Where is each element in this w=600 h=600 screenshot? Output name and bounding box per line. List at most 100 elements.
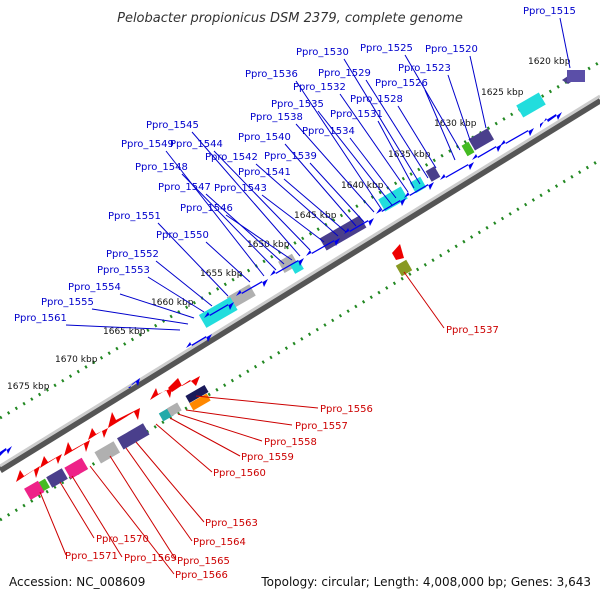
label-leader-line [349,137,397,199]
gene-label[interactable]: Ppro_1532 [293,82,346,93]
label-leader-line [261,194,325,243]
gene-label[interactable]: Ppro_1520 [425,44,478,55]
forward-gene-arrow [344,218,374,234]
label-leader-line [157,222,229,297]
gene-label[interactable]: Ppro_1541 [238,167,291,178]
gene-label[interactable]: Ppro_1523 [398,63,451,74]
gene-label[interactable]: Ppro_1554 [68,282,121,293]
gene-label[interactable]: Ppro_1564 [193,537,246,548]
gene-label[interactable]: Ppro_1553 [97,265,150,276]
forward-gene-arrow [186,334,212,348]
gene-label[interactable]: Ppro_1570 [96,534,149,545]
label-leader-line [71,475,123,558]
label-leader-line [39,491,67,556]
gene-label[interactable]: Ppro_1535 [271,99,324,110]
label-leader-line [343,58,421,185]
gene-label[interactable]: Ppro_1556 [320,404,373,415]
gene-label[interactable]: Ppro_1571 [65,551,118,562]
gene-label[interactable]: Ppro_1531 [330,109,383,120]
gene-label[interactable]: Ppro_1526 [375,78,428,89]
label-leader-lines [39,17,571,575]
label-leader-line [295,123,375,213]
gene-labels: Ppro_1515 Ppro_1520 Ppro_1523 Ppro_1525 … [14,6,576,581]
accession-text: Accession: NC_008609 [9,575,145,589]
label-leader-line [147,276,205,313]
cog-box [516,92,546,118]
kbp-label-1665: 1665 kbp [103,327,146,337]
forward-gene-arrow [0,446,12,456]
label-leader-line [377,120,415,189]
kbp-label-1630: 1630 kbp [434,119,477,129]
label-leader-line [205,241,251,283]
reverse-gene-arrow [168,376,200,392]
label-leader-line [135,441,205,523]
cog-box [94,441,121,464]
cog-box [117,423,150,450]
cog-box [185,385,209,403]
gene-label[interactable]: Ppro_1555 [41,297,94,308]
gene-label[interactable]: Ppro_1566 [175,570,228,581]
forward-gene-arrow [270,258,304,276]
label-leader-line [365,79,429,179]
gene-label[interactable]: Ppro_1549 [121,139,174,150]
gene-label[interactable]: Ppro_1525 [360,43,413,54]
gene-label[interactable]: Ppro_1565 [177,556,230,567]
cog-box [567,70,585,82]
cog-box [38,478,50,492]
gene-label[interactable]: Ppro_1536 [245,69,298,80]
genome-summary-text: Topology: circular; Length: 4,008,000 bp… [260,575,591,589]
gene-label[interactable]: Ppro_1551 [108,211,161,222]
gene-label[interactable]: Ppro_1515 [523,6,576,17]
gene-label[interactable]: Ppro_1559 [241,452,294,463]
gene-label[interactable]: Ppro_1534 [302,126,355,137]
gene-label[interactable]: Ppro_1547 [158,182,211,193]
kbp-label-1640: 1640 kbp [341,181,384,191]
label-leader-line [403,271,445,329]
reverse-gene-arrow [392,244,404,260]
cog-box [425,166,441,182]
gene-label[interactable]: Ppro_1560 [213,468,266,479]
label-leader-line [397,105,437,169]
label-leader-line [65,324,181,331]
gene-label[interactable]: Ppro_1529 [318,68,371,79]
reverse-strand-genes [16,244,413,501]
forward-gene-arrow [472,144,502,160]
label-leader-line [177,413,263,442]
forward-gene-arrow [128,378,140,388]
map-title: Pelobacter propionicus DSM 2379, complet… [117,11,463,26]
gene-label[interactable]: Ppro_1539 [264,151,317,162]
label-leader-line [424,89,456,161]
gene-label[interactable]: Ppro_1528 [350,94,403,105]
cog-box [395,259,413,277]
label-leader-line [89,465,175,575]
kbp-label-1620: 1620 kbp [528,57,571,67]
kbp-label-1650: 1650 kbp [247,240,290,250]
cog-box [278,253,299,274]
forward-gene-arrow [306,238,340,256]
forward-gene-arrow [500,128,534,146]
gene-label[interactable]: Ppro_1542 [205,152,258,163]
gene-label[interactable]: Ppro_1550 [156,230,209,241]
gene-label[interactable]: Ppro_1546 [180,203,233,214]
kbp-label-1675: 1675 kbp [7,382,50,392]
gene-label[interactable]: Ppro_1545 [146,120,199,131]
gene-label[interactable]: Ppro_1569 [124,553,177,564]
forward-gene-arrow [404,182,434,198]
forward-gene-arrow [236,279,268,296]
gene-label[interactable]: Ppro_1543 [214,183,267,194]
gene-label[interactable]: Ppro_1538 [250,112,303,123]
gene-label[interactable]: Ppro_1530 [296,47,349,58]
gene-label[interactable]: Ppro_1537 [446,325,499,336]
gene-label[interactable]: Ppro_1544 [170,139,223,150]
gene-label[interactable]: Ppro_1558 [264,437,317,448]
label-leader-line [559,17,571,69]
reverse-gene-arrow [16,466,40,482]
gene-label[interactable]: Ppro_1552 [106,249,159,260]
gene-label[interactable]: Ppro_1563 [205,518,258,529]
gene-label[interactable]: Ppro_1548 [135,162,188,173]
gene-label[interactable]: Ppro_1557 [295,421,348,432]
reverse-gene-arrow [40,454,62,468]
gene-label[interactable]: Ppro_1540 [238,132,291,143]
reverse-arrows [16,376,200,482]
gene-label[interactable]: Ppro_1561 [14,313,67,324]
